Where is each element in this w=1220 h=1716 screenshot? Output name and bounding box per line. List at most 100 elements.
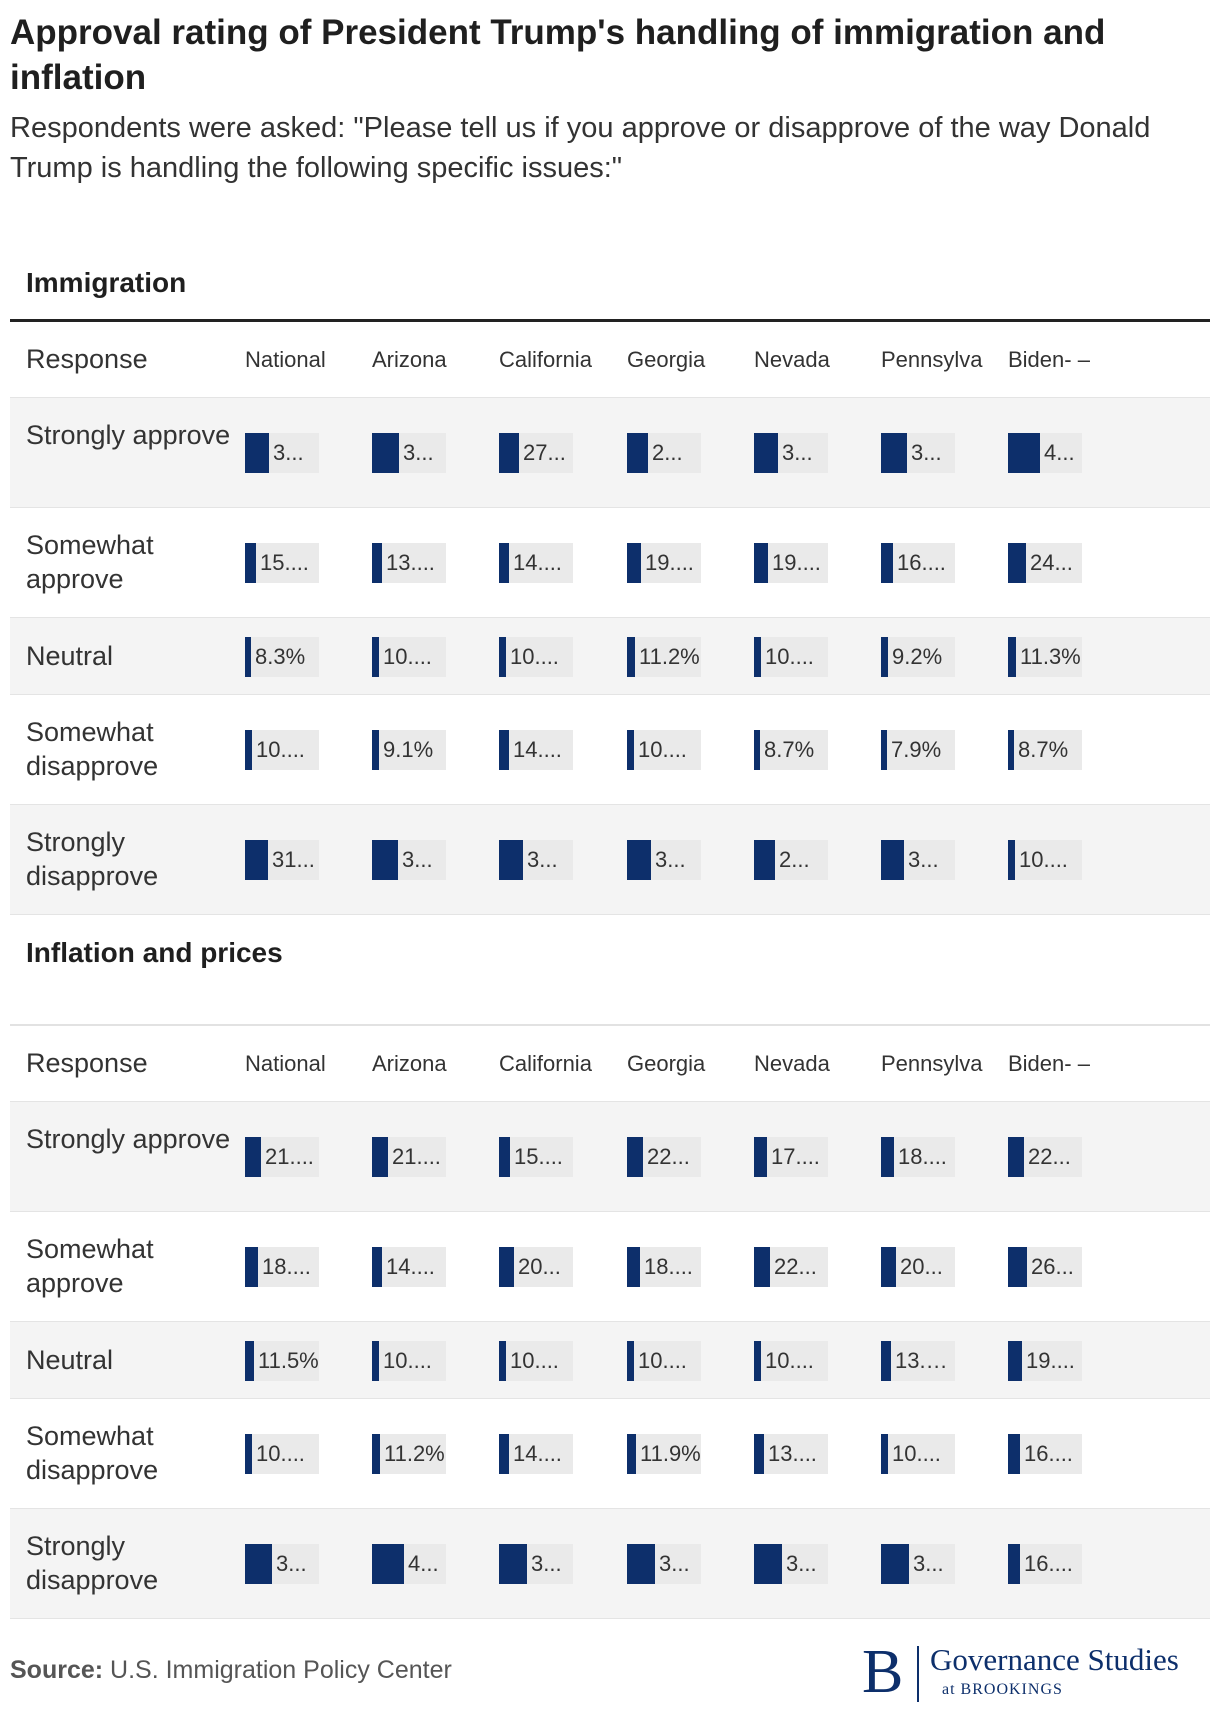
response-label: Strongly approve [26, 1124, 231, 1154]
source-label: Source: [10, 1656, 104, 1684]
bar-cell: 24... [1008, 543, 1082, 583]
value-label: 3... [403, 440, 434, 465]
value-bar [1008, 840, 1015, 880]
value-label: 14.... [513, 737, 562, 762]
value-bar [499, 1434, 509, 1474]
table-row: Neutral 8.3% 10.... 10.... 11.2% 10.... 9.2% 11… [10, 618, 1210, 695]
value-bar [627, 1137, 643, 1177]
chart-title: Approval rating of President Trump's han… [10, 13, 1106, 97]
value-label: 11.2% [639, 644, 700, 669]
response-label: Somewhat approve [26, 530, 154, 594]
value-bar [1008, 1434, 1020, 1474]
value-bar [881, 543, 893, 583]
bar-cell: 8.3% [245, 637, 319, 677]
value-label: 10.... [638, 737, 687, 762]
bar-cell: 10.... [754, 637, 828, 677]
bar-cell: 3... [499, 1544, 573, 1584]
value-label: 10.... [892, 1441, 941, 1466]
bar-cell: 19.... [1008, 1341, 1082, 1381]
value-label: 2... [652, 440, 683, 465]
value-label: 26... [1031, 1254, 1074, 1279]
bar-cell: 10.... [499, 1341, 573, 1381]
value-bar [245, 730, 252, 770]
value-bar [372, 1434, 380, 1474]
value-bar [245, 543, 256, 583]
value-bar [881, 1137, 894, 1177]
bar-cell: 18.... [627, 1247, 701, 1287]
bar-cell: 2... [627, 433, 701, 473]
bar-cell: 7.9% [881, 730, 955, 770]
value-bar [881, 433, 907, 473]
bar-cell: 14.... [499, 543, 573, 583]
value-label: 3... [911, 440, 942, 465]
response-column-header: Response [26, 344, 148, 374]
value-bar [627, 730, 634, 770]
value-bar [881, 1544, 909, 1584]
value-label: 10.... [383, 644, 432, 669]
value-label: 13.... [768, 1441, 817, 1466]
bar-cell: 22... [627, 1137, 701, 1177]
table-row: Strongly disapprove 3... 4... 3... 3... 3... 3… [10, 1509, 1210, 1619]
inflation-table: Response National Arizona California Georgia… [10, 1026, 1210, 1619]
value-label: 21.... [392, 1144, 441, 1169]
value-bar [499, 543, 509, 583]
column-header-pennsylva: Pennsylva [881, 1051, 983, 1076]
immigration-table: Response National Arizona California Georgia… [10, 322, 1210, 915]
value-bar [372, 840, 398, 880]
value-label: 10.... [256, 737, 305, 762]
value-bar [881, 1247, 896, 1287]
response-column-header: Response [26, 1048, 148, 1078]
value-bar [1008, 1544, 1020, 1584]
bar-cell: 27... [499, 433, 573, 473]
value-label: 14.... [386, 1254, 435, 1279]
value-bar [627, 637, 635, 677]
value-label: 16.... [1024, 1551, 1073, 1576]
value-bar [245, 1544, 272, 1584]
table-header-row: Response National Arizona California Georgia… [10, 322, 1210, 398]
value-bar [245, 1247, 258, 1287]
bar-cell: 21.... [372, 1137, 446, 1177]
bar-cell: 4... [1008, 433, 1082, 473]
value-bar [1008, 1341, 1022, 1381]
bar-cell: 20... [881, 1247, 955, 1287]
bar-cell: 15.... [499, 1137, 573, 1177]
value-label: 14.... [513, 550, 562, 575]
value-bar [1008, 543, 1026, 583]
bar-cell: 3... [245, 1544, 319, 1584]
response-label: Strongly approve [26, 420, 231, 450]
value-bar [499, 1341, 506, 1381]
brookings-logo: B Governance Studies at BROOKINGS [862, 1640, 1212, 1704]
column-header-national: National [245, 347, 326, 372]
bar-cell: 19.... [627, 543, 701, 583]
inflation-header-rule [10, 1024, 1210, 1026]
response-label: Neutral [26, 1345, 114, 1375]
value-bar [499, 637, 506, 677]
source-note: Source: U.S. Immigration Policy Center [10, 1654, 452, 1686]
logo-name: Governance Studies [930, 1642, 1179, 1677]
value-label: 4... [408, 1551, 439, 1576]
value-bar [1008, 1137, 1024, 1177]
value-bar [627, 1544, 655, 1584]
column-header-arizona: Arizona [372, 1051, 447, 1076]
bar-cell: 10.... [754, 1341, 828, 1381]
bar-cell: 16.... [881, 543, 955, 583]
value-bar [372, 543, 382, 583]
value-label: 7.9% [891, 737, 942, 762]
bar-cell: 3... [754, 433, 828, 473]
value-bar [627, 543, 641, 583]
bar-cell: 2... [754, 840, 828, 880]
value-label: 10.... [1019, 847, 1068, 872]
value-bar [881, 730, 887, 770]
bar-cell: 3... [881, 840, 955, 880]
bar-cell: 16.... [1008, 1544, 1082, 1584]
bar-cell: 13.1% [881, 1341, 955, 1381]
value-label: 3... [527, 847, 558, 872]
value-bar [754, 637, 761, 677]
value-label: 3... [659, 1551, 690, 1576]
response-label: Neutral [26, 641, 114, 671]
value-bar [881, 840, 904, 880]
value-bar [372, 730, 379, 770]
logo-letter: B [862, 1638, 904, 1706]
bar-cell: 14.... [372, 1247, 446, 1287]
value-label: 3... [908, 847, 939, 872]
